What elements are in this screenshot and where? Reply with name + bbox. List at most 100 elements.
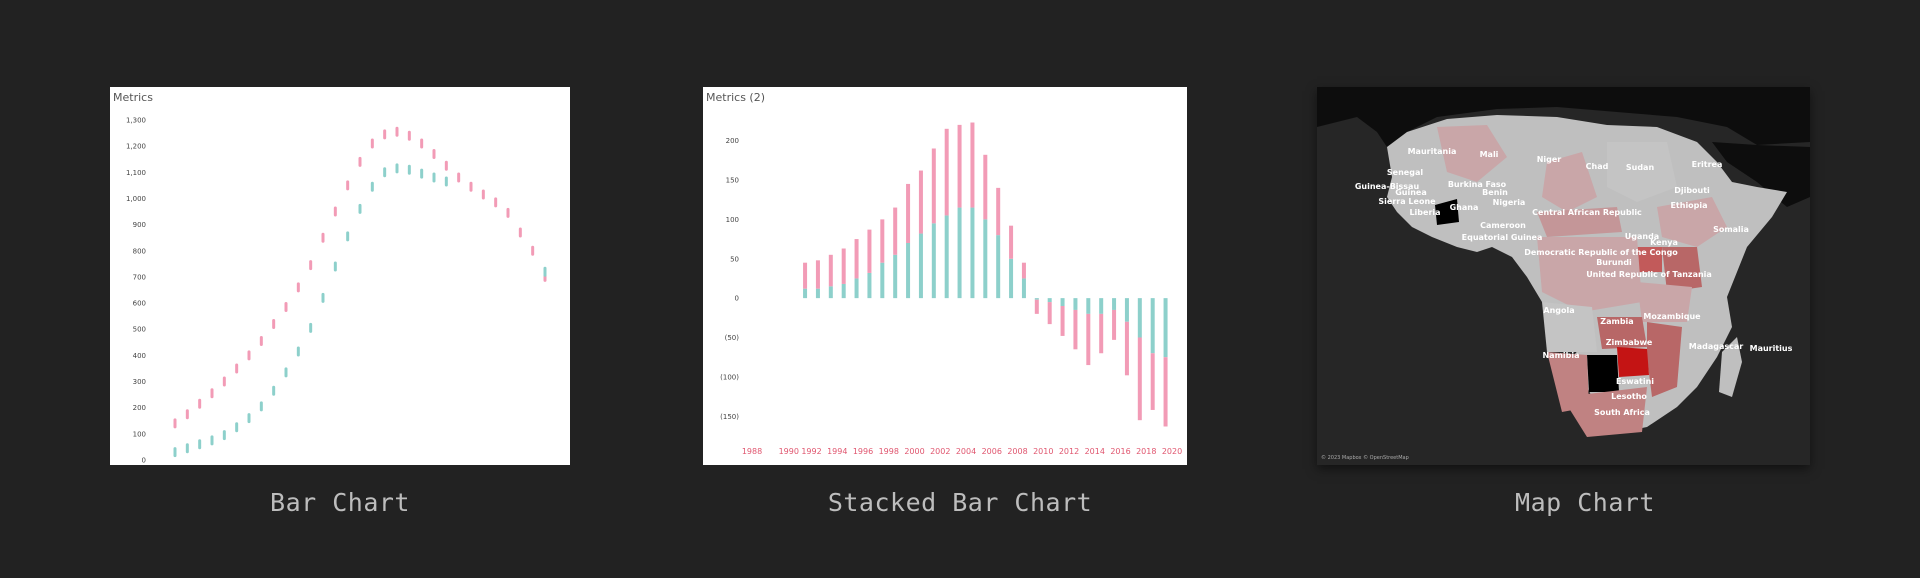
data-point: [432, 172, 436, 183]
x-tick-label: 2020: [1162, 447, 1182, 456]
map-region-liberia: [1435, 199, 1459, 225]
bar-segment: [970, 122, 975, 208]
country-label: United Republic of Tanzania: [1586, 270, 1712, 279]
bar-segment: [1150, 298, 1155, 354]
bar-segment: [1021, 262, 1026, 279]
bar-segment: [957, 124, 962, 208]
map-chart-caption[interactable]: Map Chart: [1515, 488, 1655, 517]
bar-segment: [1163, 357, 1168, 427]
bar-segment: [1009, 225, 1014, 259]
bar-segment: [1021, 278, 1026, 299]
bar-segment: [983, 154, 988, 220]
country-label: Lesotho: [1611, 392, 1647, 401]
country-label: Namibia: [1542, 351, 1579, 360]
data-point: [247, 350, 251, 361]
map-region-tanzania: [1637, 282, 1692, 322]
data-point: [358, 156, 362, 167]
bar-segment: [803, 288, 808, 299]
data-point: [247, 413, 251, 424]
data-point: [321, 292, 325, 303]
y-tick-label: 800: [133, 247, 146, 255]
bar-segment: [931, 148, 936, 224]
country-label: Guinea-Bissau: [1355, 182, 1420, 191]
country-label: Sierra Leone: [1378, 197, 1436, 206]
data-point: [309, 260, 313, 271]
x-tick-label: 1994: [827, 447, 847, 456]
map-region-car: [1537, 207, 1622, 237]
country-label: Burkina Faso: [1448, 180, 1507, 189]
data-point: [420, 168, 424, 179]
data-point: [494, 197, 498, 208]
bar-segment: [996, 235, 1001, 299]
data-point: [444, 160, 448, 171]
x-tick-label: 1998: [879, 447, 899, 456]
bar-segment: [931, 223, 936, 299]
bar-segment: [1124, 321, 1129, 376]
y-tick-label: (100): [720, 373, 739, 381]
bar-segment: [803, 262, 808, 289]
data-point: [370, 138, 374, 149]
bar-segment: [1034, 298, 1039, 300]
bar-segment: [1124, 298, 1129, 322]
map-region-sudan: [1607, 142, 1677, 202]
x-tick-label: 2016: [1110, 447, 1130, 456]
bar-chart-plot: 0 100 200 300 400 500 600 700 800 900 1,000 1,100 1,…: [126, 117, 547, 465]
map-region-botswana: [1587, 355, 1619, 392]
data-point: [407, 130, 411, 141]
bar-segment: [828, 286, 833, 299]
data-point: [296, 346, 300, 357]
map-region-southafrica: [1562, 387, 1647, 437]
data-point: [407, 164, 411, 175]
bar-segment: [1086, 313, 1091, 366]
x-tick-label: 2014: [1085, 447, 1105, 456]
y-tick-label: 1,200: [126, 143, 146, 151]
y-tick-label: 150: [726, 177, 739, 185]
map-region-chad: [1542, 152, 1597, 212]
map-north-region: [1317, 87, 1810, 147]
map-region-mozambique: [1647, 322, 1682, 397]
stacked-bar-chart-card[interactable]: (150) (100) (50) 0 50 100 150 200 1988 1990 1992 19…: [703, 87, 1187, 465]
y-tick-label: 100: [133, 430, 146, 438]
bar-chart-title: Metrics: [113, 91, 153, 104]
stacked-bar-chart-caption[interactable]: Stacked Bar Chart: [827, 488, 1093, 517]
y-tick-label: 200: [133, 404, 146, 412]
bar-segment: [1137, 337, 1142, 421]
x-tick-label: 1988: [742, 447, 762, 456]
data-point: [309, 322, 313, 333]
stacked-bar-chart-plot: (150) (100) (50) 0 50 100 150 200 1988 1990 1992 19…: [720, 122, 1182, 456]
bar-segment: [893, 254, 898, 299]
data-point: [333, 261, 337, 272]
bar-segment: [1150, 353, 1155, 410]
bar-segment: [970, 207, 975, 299]
bar-segment: [867, 229, 872, 273]
country-label: Kenya: [1650, 238, 1678, 247]
y-tick-label: 600: [133, 300, 146, 308]
map-chart-card[interactable]: Mauritania Mali Niger Chad Sudan Eritrea Seneg…: [1317, 87, 1810, 465]
data-point: [235, 363, 239, 374]
bar-segment: [996, 187, 1001, 236]
data-point: [457, 172, 461, 183]
y-tick-label: 0: [142, 457, 146, 465]
bar-segment: [1009, 258, 1014, 299]
bar-chart-card[interactable]: 0 100 200 300 400 500 600 700 800 900 1,000 1,100 1,…: [110, 87, 570, 465]
bar-segment: [1073, 298, 1078, 310]
country-label: Burundi: [1596, 258, 1632, 267]
y-tick-label: 300: [133, 378, 146, 386]
bar-segment: [1099, 298, 1104, 314]
bar-chart-caption[interactable]: Bar Chart: [270, 488, 410, 517]
x-tick-label: 2010: [1033, 447, 1053, 456]
country-label: Eritrea: [1692, 160, 1723, 169]
map-region-zimbabwe: [1617, 347, 1649, 377]
data-point: [272, 385, 276, 396]
bar-segment: [944, 128, 949, 216]
bar-segment: [1099, 313, 1104, 354]
country-label: South Africa: [1594, 408, 1650, 417]
data-point: [272, 319, 276, 329]
data-point: [198, 398, 202, 409]
x-tick-label: 2018: [1136, 447, 1156, 456]
country-label: Mauritius: [1750, 344, 1793, 353]
y-tick-label: (50): [725, 334, 740, 342]
bar-segment: [918, 233, 923, 299]
bar-segment: [828, 254, 833, 287]
bar-segment: [1112, 298, 1117, 310]
